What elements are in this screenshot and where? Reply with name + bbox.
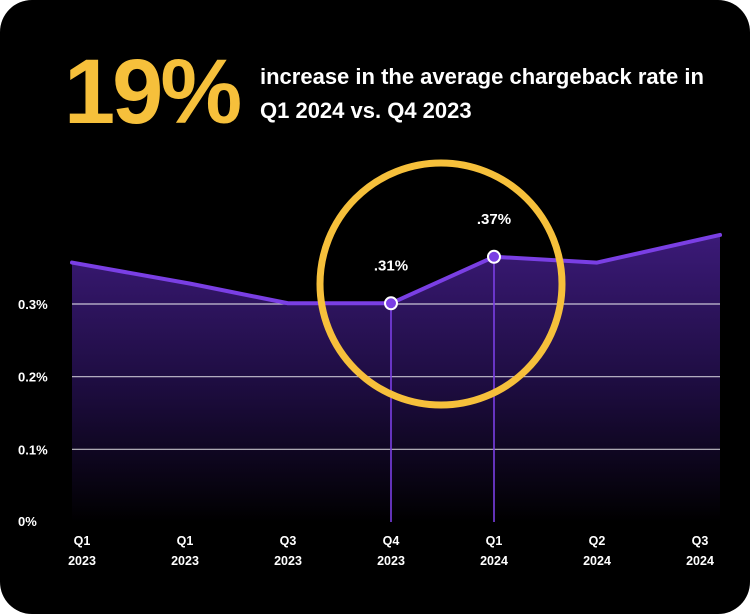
y-tick-label: 0.3%	[18, 297, 48, 312]
data-label: .31%	[374, 257, 408, 274]
x-tick-year: 2024	[583, 554, 611, 568]
highlight-point	[487, 249, 501, 264]
y-tick-label: 0.1%	[18, 442, 48, 457]
x-tick-quarter: Q1	[177, 534, 194, 548]
x-tick-quarter: Q1	[486, 534, 503, 548]
x-tick-quarter: Q2	[589, 534, 606, 548]
x-tick-year: 2023	[377, 554, 405, 568]
x-tick-quarter: Q1	[74, 534, 91, 548]
x-tick-quarter: Q3	[280, 534, 297, 548]
x-tick-year: 2023	[171, 554, 199, 568]
data-label: .37%	[477, 211, 511, 228]
x-tick-quarter: Q3	[692, 534, 709, 548]
y-tick-label: 0%	[18, 514, 37, 529]
x-tick-quarter: Q4	[383, 534, 400, 548]
x-tick-year: 2024	[686, 554, 714, 568]
headline-stat: 19%	[64, 41, 242, 143]
x-tick-year: 2023	[274, 554, 302, 568]
highlight-point	[384, 296, 398, 311]
y-tick-label: 0.2%	[18, 370, 48, 385]
headline-text: increase in the average chargeback rate …	[260, 64, 704, 123]
highlight-circle	[316, 159, 566, 409]
x-tick-year: 2024	[480, 554, 508, 568]
x-tick-year: 2023	[68, 554, 96, 568]
